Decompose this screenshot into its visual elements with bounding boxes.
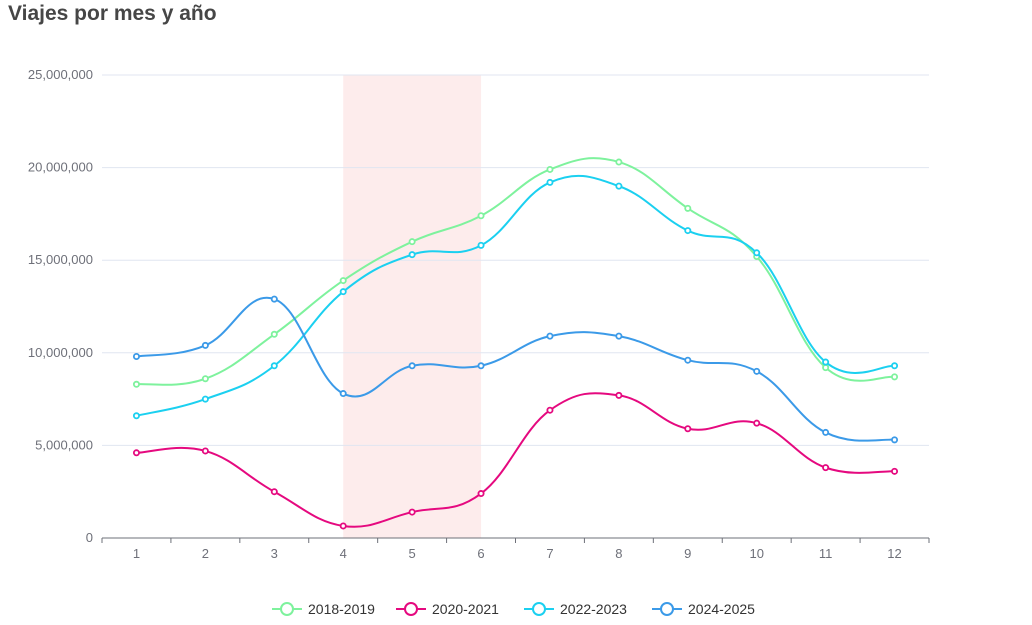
y-tick-label: 15,000,000	[28, 252, 93, 267]
data-point[interactable]	[132, 412, 140, 420]
data-point[interactable]	[615, 332, 623, 340]
data-point[interactable]	[477, 212, 485, 220]
y-tick-label: 20,000,000	[28, 160, 93, 175]
data-point[interactable]	[132, 380, 140, 388]
series-2018-2019	[132, 157, 899, 388]
data-point[interactable]	[615, 391, 623, 399]
series-2020-2021	[132, 391, 899, 530]
x-tick-label: 2	[202, 546, 209, 561]
x-tick-label: 7	[546, 546, 553, 561]
x-tick-label: 11	[819, 546, 833, 561]
data-point[interactable]	[132, 353, 140, 361]
x-tick-label: 10	[749, 546, 763, 561]
data-point[interactable]	[891, 373, 899, 381]
data-point[interactable]	[201, 447, 209, 455]
data-point[interactable]	[408, 362, 416, 370]
legend-label: 2020-2021	[432, 601, 499, 617]
data-point[interactable]	[408, 508, 416, 516]
data-point[interactable]	[822, 464, 830, 472]
x-tick-label: 6	[477, 546, 484, 561]
data-point[interactable]	[546, 406, 554, 414]
data-point[interactable]	[408, 251, 416, 259]
data-point[interactable]	[546, 332, 554, 340]
data-point[interactable]	[684, 227, 692, 235]
data-point[interactable]	[822, 428, 830, 436]
legend-label: 2018-2019	[308, 601, 375, 617]
data-point[interactable]	[822, 358, 830, 366]
series-2022-2023	[132, 174, 899, 420]
data-point[interactable]	[615, 182, 623, 190]
data-point[interactable]	[891, 467, 899, 475]
data-point[interactable]	[132, 449, 140, 457]
legend-marker-icon	[660, 602, 674, 616]
legend-marker-icon	[532, 602, 546, 616]
y-tick-label: 25,000,000	[28, 67, 93, 82]
data-point[interactable]	[408, 238, 416, 246]
x-tick-label: 12	[887, 546, 901, 561]
x-tick-label: 3	[271, 546, 278, 561]
data-point[interactable]	[477, 490, 485, 498]
legend-marker-icon	[404, 602, 418, 616]
x-tick-label: 9	[684, 546, 691, 561]
data-point[interactable]	[201, 395, 209, 403]
x-tick-label: 8	[615, 546, 622, 561]
legend-label: 2022-2023	[560, 601, 627, 617]
data-point[interactable]	[822, 364, 830, 372]
data-point[interactable]	[684, 425, 692, 433]
data-point[interactable]	[891, 362, 899, 370]
legend-item-2022-2023[interactable]: 2022-2023	[524, 601, 627, 617]
data-point[interactable]	[753, 367, 761, 375]
y-tick-label: 5,000,000	[35, 437, 93, 452]
x-tick-label: 1	[133, 546, 140, 561]
x-tick-label: 4	[340, 546, 347, 561]
legend-item-2020-2021[interactable]: 2020-2021	[396, 601, 499, 617]
data-point[interactable]	[339, 277, 347, 285]
y-tick-label: 0	[86, 530, 93, 545]
data-point[interactable]	[546, 165, 554, 173]
data-point[interactable]	[201, 341, 209, 349]
data-point[interactable]	[753, 419, 761, 427]
legend-marker-icon	[280, 602, 294, 616]
series-2024-2025	[132, 295, 899, 444]
legend-label: 2024-2025	[688, 601, 755, 617]
data-point[interactable]	[270, 488, 278, 496]
series-line	[136, 296, 895, 442]
series-line	[136, 392, 895, 528]
chart-title: Viajes por mes y año	[8, 2, 217, 25]
data-point[interactable]	[339, 522, 347, 530]
data-point[interactable]	[270, 295, 278, 303]
highlight-band	[343, 75, 482, 538]
data-point[interactable]	[684, 356, 692, 364]
legend-item-2024-2025[interactable]: 2024-2025	[652, 601, 755, 617]
data-point[interactable]	[270, 362, 278, 370]
data-point[interactable]	[339, 390, 347, 398]
data-point[interactable]	[477, 241, 485, 249]
data-point[interactable]	[201, 375, 209, 383]
data-point[interactable]	[339, 288, 347, 296]
data-point[interactable]	[477, 362, 485, 370]
x-tick-label: 5	[409, 546, 416, 561]
y-tick-label: 10,000,000	[28, 345, 93, 360]
data-point[interactable]	[615, 158, 623, 166]
data-point[interactable]	[546, 178, 554, 186]
data-point[interactable]	[270, 330, 278, 338]
data-point[interactable]	[891, 436, 899, 444]
data-point[interactable]	[753, 249, 761, 257]
legend-item-2018-2019[interactable]: 2018-2019	[272, 601, 375, 617]
data-point[interactable]	[684, 204, 692, 212]
